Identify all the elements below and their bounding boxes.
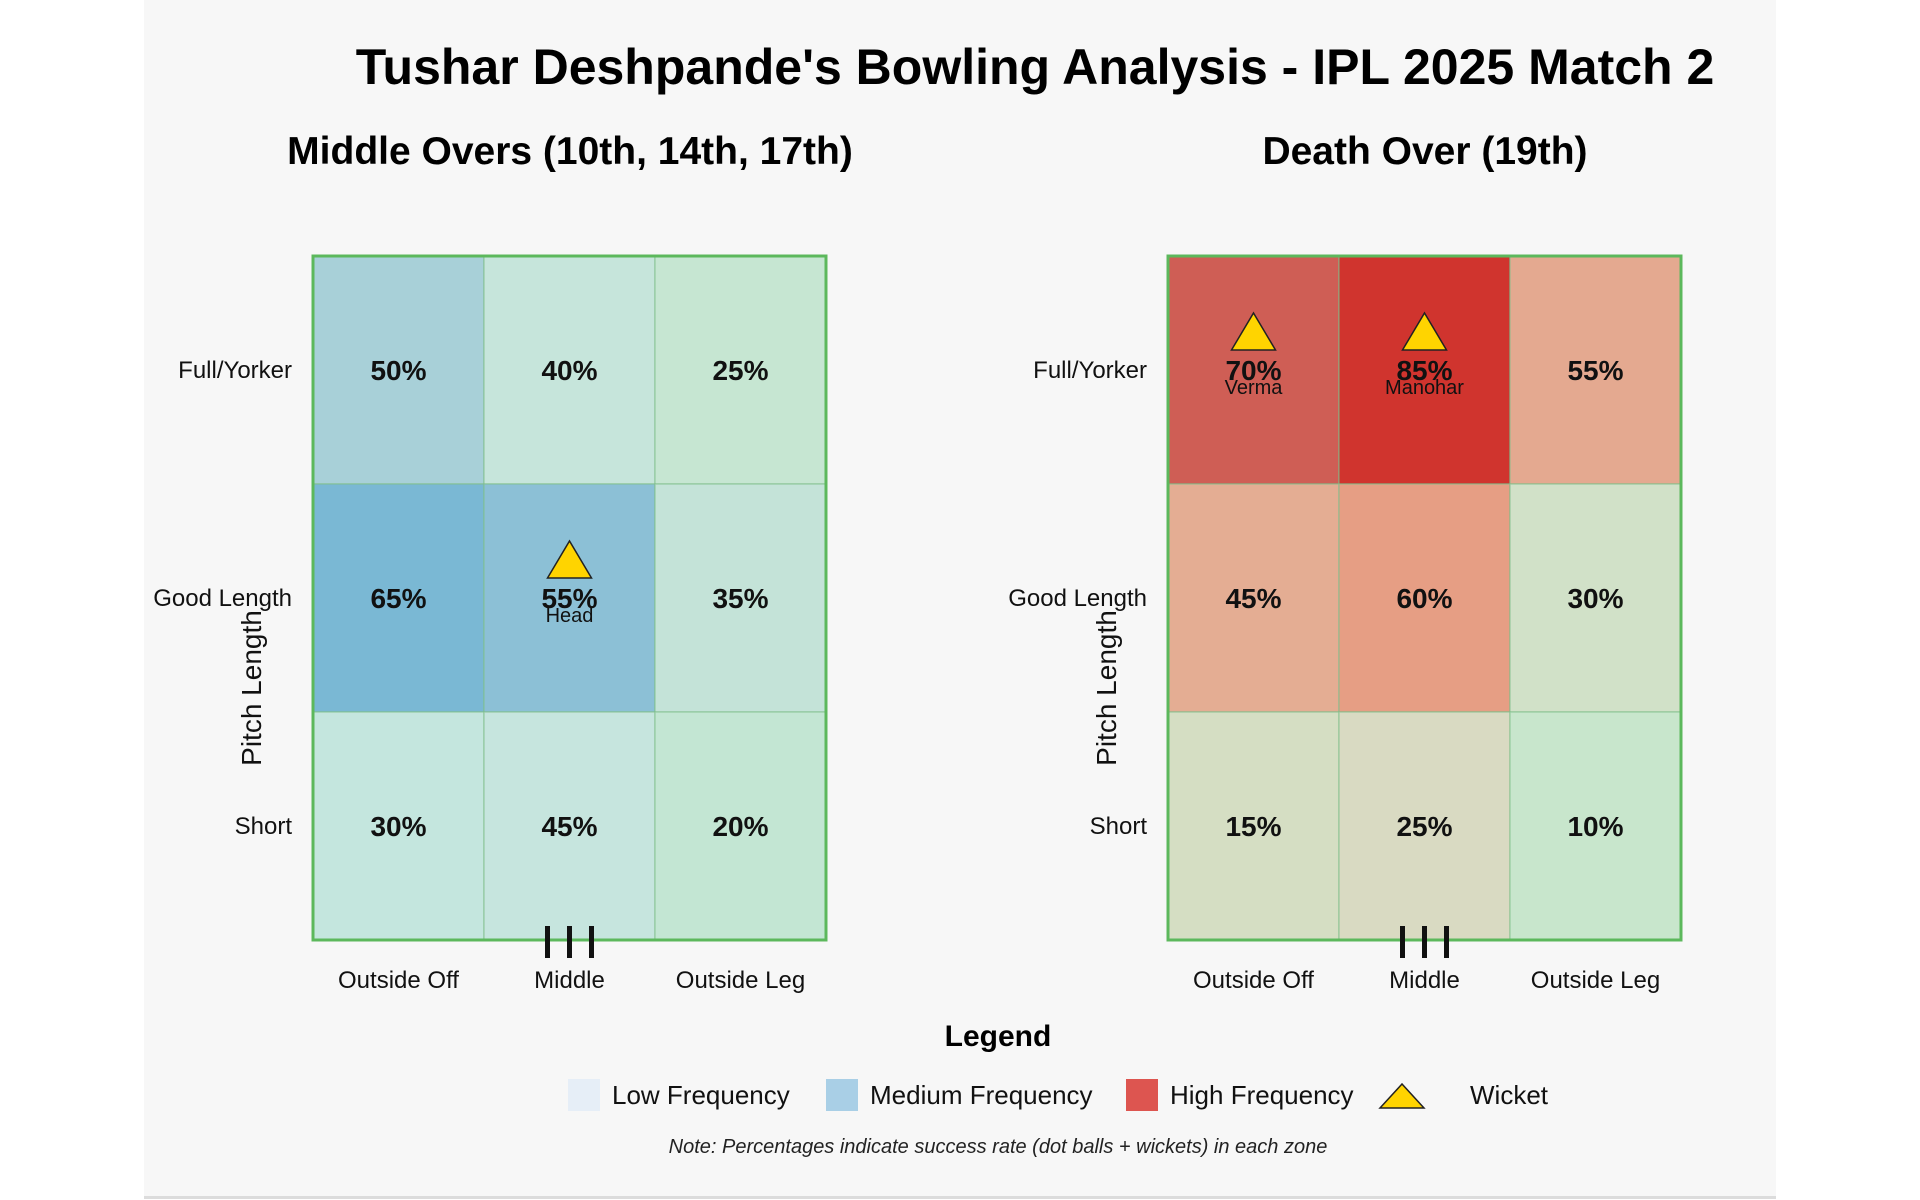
column-tick-label: Outside Leg [676,967,805,994]
heatmap-cell [1509,711,1682,941]
legend-item-wicket: Wicket [1378,1078,1548,1112]
heatmap-cell [1167,711,1340,941]
cell-value-label: 55% [1567,355,1623,386]
left-heatmap: 50% 40% 25% 65% 55% 35% 30% 45% 20% Head Full/York… [153,254,828,994]
cell-value-label: 30% [1567,583,1623,614]
row-tick-label: Short [1090,813,1148,840]
row-tick-label: Short [235,813,293,840]
legend-label-high: High Frequency [1170,1079,1354,1110]
column-tick-label: Middle [1389,967,1460,994]
heatmap-cell [483,255,656,485]
legend-item-high: High Frequency [1126,1078,1354,1112]
cell-value-label: 35% [712,583,768,614]
wicket-batter-label: Verma [1225,377,1284,399]
column-tick-label: Outside Off [338,967,459,994]
cell-value-label: 45% [541,811,597,842]
cell-value-label: 70% [1225,355,1281,386]
legend-label-medium: Medium Frequency [870,1079,1093,1110]
legend-swatch-medium [826,1079,858,1111]
heatmap-cell [1167,255,1340,485]
right-heatmap: 70% 85% 55% 45% 60% 30% 15% 25% 10% Verma Manohar F… [1008,254,1683,994]
legend-swatch-low [568,1079,600,1111]
wicket-icon [1378,1082,1426,1109]
cell-value-label: 15% [1225,811,1281,842]
column-tick-label: Outside Leg [1531,967,1660,994]
cell-value-label: 25% [1396,811,1452,842]
cell-value-label: 60% [1396,583,1452,614]
wicket-batter-label: Head [546,605,594,627]
heatmap-cell [654,483,827,713]
right-chart-title: Death Over (19th) [1262,130,1588,173]
legend-item-medium: Medium Frequency [826,1078,1093,1112]
cell-value-label: 30% [370,811,426,842]
heatmap-cell [1509,255,1682,485]
heatmap-cell [312,255,485,485]
wicket-batter-label: Manohar [1385,377,1464,399]
cell-value-label: 45% [1225,583,1281,614]
cell-value-label: 10% [1567,811,1623,842]
cell-value-label: 85% [1396,355,1452,386]
left-chart-title: Middle Overs (10th, 14th, 17th) [287,130,853,173]
legend-title: Legend [944,1020,1052,1053]
legend-swatch-high [1126,1079,1158,1111]
column-tick-label: Middle [534,967,605,994]
y-axis-label: Pitch Length [236,610,267,766]
heatmap-cell [312,711,485,941]
cell-value-label: 25% [712,355,768,386]
heatmap-cell [483,711,656,941]
legend-item-low: Low Frequency [568,1078,790,1112]
column-tick-label: Outside Off [1193,967,1314,994]
heatmap-cell [1338,711,1511,941]
wicket-icon [1230,311,1277,351]
row-tick-label: Full/Yorker [178,357,292,384]
wicket-icon [1401,311,1448,351]
main-title: Tushar Deshpande's Bowling Analysis - IP… [355,39,1715,95]
cell-value-label: 40% [541,355,597,386]
chart-note: Note: Percentages indicate success rate … [668,1136,1328,1158]
y-axis-label: Pitch Length [1091,610,1122,766]
heatmap-cell [1338,255,1511,485]
heatmap-cell [1509,483,1682,713]
wicket-icon [546,539,593,579]
cell-value-label: 20% [712,811,768,842]
cell-value-label: 55% [541,583,597,614]
legend-label-wicket: Wicket [1470,1079,1548,1110]
row-tick-label: Good Length [153,585,292,612]
cell-value-label: 65% [370,583,426,614]
legend-label-low: Low Frequency [612,1079,790,1110]
row-tick-label: Good Length [1008,585,1147,612]
row-tick-label: Full/Yorker [1033,357,1147,384]
heatmap-cell [483,483,656,713]
cell-value-label: 50% [370,355,426,386]
